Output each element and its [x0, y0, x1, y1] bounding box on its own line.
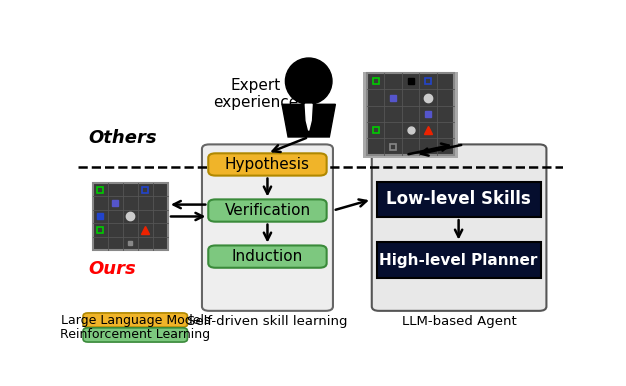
Text: Verification: Verification	[224, 203, 310, 218]
Text: Ours: Ours	[88, 260, 136, 278]
FancyBboxPatch shape	[208, 153, 327, 176]
Text: Reinforcement Learning: Reinforcement Learning	[60, 328, 210, 342]
Text: Hypothesis: Hypothesis	[225, 157, 310, 172]
Text: Others: Others	[88, 129, 156, 147]
Polygon shape	[305, 104, 312, 130]
Bar	[377, 242, 541, 278]
FancyBboxPatch shape	[83, 328, 187, 342]
FancyBboxPatch shape	[202, 144, 333, 311]
FancyBboxPatch shape	[208, 200, 327, 222]
Text: LLM-based Agent: LLM-based Agent	[402, 315, 516, 328]
FancyBboxPatch shape	[83, 313, 187, 327]
Bar	[367, 73, 454, 155]
Text: Low-level Skills: Low-level Skills	[386, 190, 531, 208]
Bar	[93, 183, 168, 250]
Bar	[377, 181, 541, 217]
Text: High-level Planner: High-level Planner	[379, 253, 538, 268]
Text: Large Language Models: Large Language Models	[61, 313, 210, 327]
Ellipse shape	[285, 58, 332, 104]
Polygon shape	[282, 104, 336, 137]
FancyBboxPatch shape	[372, 144, 546, 311]
FancyBboxPatch shape	[208, 245, 327, 268]
Text: Induction: Induction	[232, 249, 303, 264]
Text: Expert
experience: Expert experience	[213, 78, 298, 110]
Text: Self-driven skill learning: Self-driven skill learning	[187, 315, 347, 328]
Bar	[363, 71, 458, 158]
